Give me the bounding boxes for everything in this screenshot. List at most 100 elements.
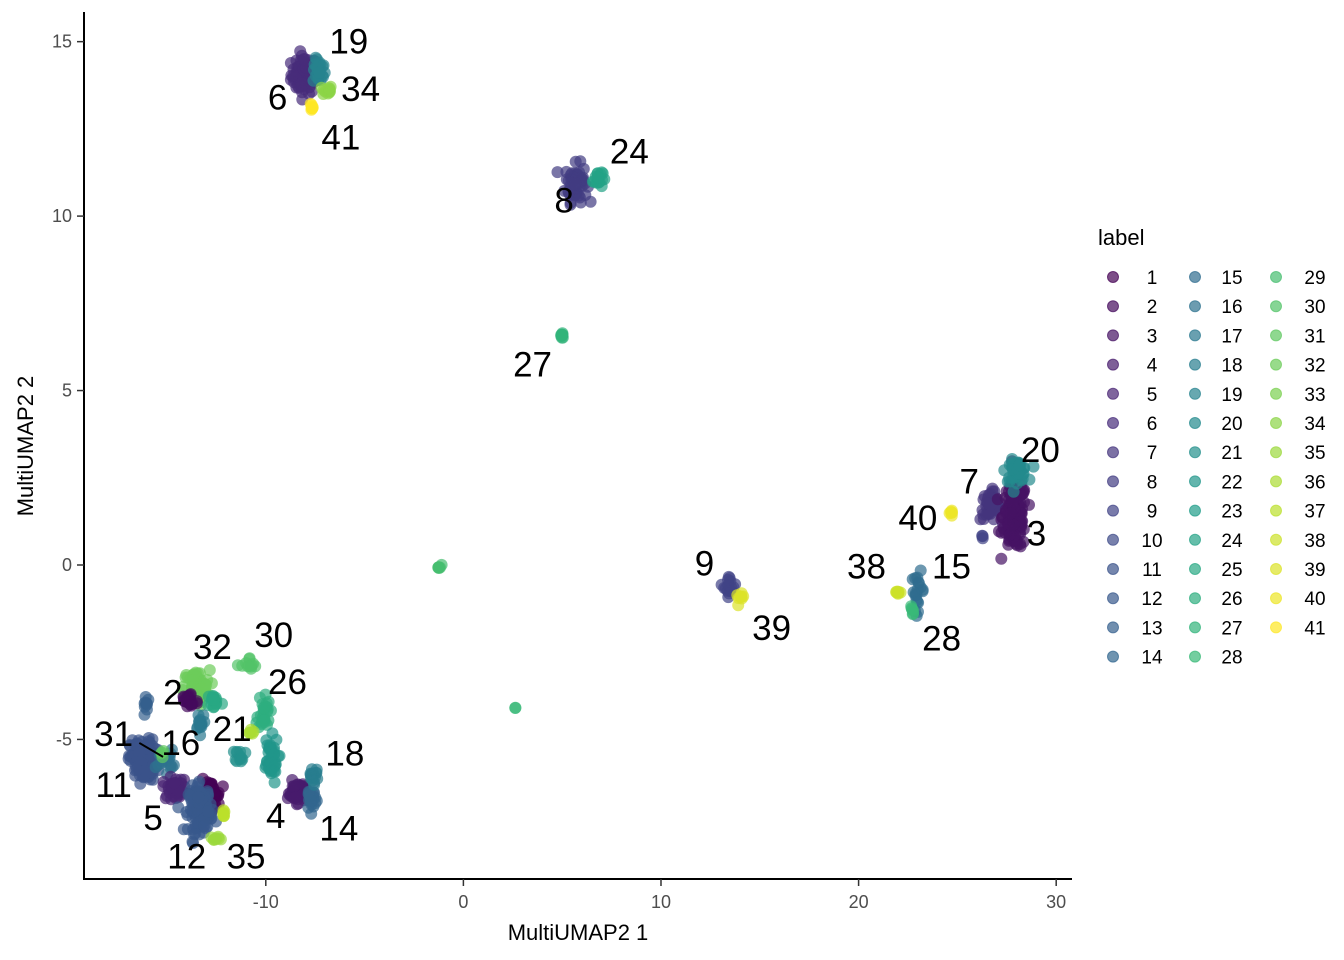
x-tick-label: 30 <box>1046 892 1066 912</box>
point-cluster-12 <box>192 791 205 804</box>
legend-key-40 <box>1270 592 1282 605</box>
cluster-label-40: 40 <box>898 499 937 538</box>
point-cluster-24 <box>591 171 604 184</box>
cluster-label-27: 27 <box>513 345 552 384</box>
point-cluster-8 <box>564 198 577 211</box>
legend-key-31 <box>1270 329 1282 342</box>
legend-key-9 <box>1107 504 1119 517</box>
cluster-label-5: 5 <box>143 799 162 838</box>
point-cluster-2 <box>185 699 198 712</box>
legend-key-20 <box>1189 417 1201 429</box>
point-cluster-3 <box>1023 498 1035 511</box>
legend-label-26: 26 <box>1221 589 1242 610</box>
point-cluster-17 <box>194 713 207 726</box>
legend-key-14 <box>1107 650 1119 663</box>
point-cluster-32 <box>201 674 214 686</box>
legend-label-38: 38 <box>1304 531 1325 552</box>
legend-label-21: 21 <box>1221 443 1242 464</box>
legend-label-40: 40 <box>1304 589 1325 610</box>
point-cluster-12 <box>180 806 193 818</box>
legend-key-8 <box>1107 475 1119 488</box>
cluster-label-31: 31 <box>94 715 133 754</box>
point-cluster-7 <box>984 507 997 520</box>
legend-key-24 <box>1189 533 1201 546</box>
x-tick-label: 0 <box>458 892 468 912</box>
legend-key-17 <box>1189 329 1201 342</box>
point-cluster-25 <box>207 694 220 706</box>
point-cluster-22 <box>268 776 281 789</box>
legend-label-3: 3 <box>1147 326 1158 347</box>
point-cluster-22 <box>270 733 283 746</box>
legend-title: label <box>1098 225 1144 250</box>
point-cluster-26 <box>253 691 266 704</box>
legend-label-5: 5 <box>1147 385 1158 406</box>
point-cluster-3 <box>1006 497 1019 510</box>
legend-label-39: 39 <box>1304 560 1325 581</box>
legend-key-4 <box>1107 358 1119 371</box>
point-cluster-9 <box>976 529 989 542</box>
legend-label-11: 11 <box>1142 560 1162 581</box>
cluster-label-4: 4 <box>266 797 285 836</box>
point-cluster-3 <box>1002 517 1015 530</box>
legend-key-3 <box>1107 329 1119 342</box>
point-cluster-8 <box>551 166 564 179</box>
legend-label-1: 1 <box>1147 268 1158 289</box>
legend-label-15: 15 <box>1221 268 1242 289</box>
cluster-label-32: 32 <box>193 628 232 667</box>
point-cluster-28 <box>907 604 919 617</box>
legend-key-15 <box>1189 271 1201 283</box>
legend-key-41 <box>1270 621 1282 634</box>
point-cluster-9 <box>722 573 734 586</box>
legend-key-27 <box>1189 621 1201 634</box>
legend-label-2: 2 <box>1147 297 1158 318</box>
point-cluster-39 <box>734 590 747 603</box>
x-tick-label: 10 <box>651 892 671 912</box>
point-cluster-26 <box>257 714 270 727</box>
legend-key-2 <box>1107 300 1119 313</box>
point-cluster-22 <box>260 734 273 747</box>
cluster-label-38: 38 <box>847 548 886 587</box>
point-cluster-3 <box>1016 515 1029 528</box>
legend-label-7: 7 <box>1147 443 1158 464</box>
legend-label-32: 32 <box>1304 356 1325 377</box>
cluster-label-28: 28 <box>922 619 961 658</box>
legend-label-4: 4 <box>1147 356 1158 377</box>
x-tick-label: 20 <box>849 892 869 912</box>
label-connector-line <box>138 742 164 758</box>
cluster-label-15: 15 <box>932 548 971 587</box>
legend-label-14: 14 <box>1141 648 1163 669</box>
legend-key-16 <box>1189 300 1201 313</box>
cluster-label-2: 2 <box>163 673 182 712</box>
cluster-label-18: 18 <box>325 734 364 773</box>
point-cluster-8 <box>573 191 586 204</box>
legend: label 1234567891011121314151617181920212… <box>1098 225 1326 669</box>
legend-label-17: 17 <box>1221 326 1242 347</box>
point-cluster-12 <box>187 837 199 849</box>
points-layer <box>122 45 1040 849</box>
point-cluster-8 <box>584 195 597 208</box>
cluster-label-3: 3 <box>1027 515 1046 554</box>
point-cluster-21 <box>236 753 249 766</box>
legend-key-33 <box>1270 387 1282 400</box>
legend-key-36 <box>1270 475 1282 488</box>
legend-key-28 <box>1189 650 1201 663</box>
y-tick-label: 10 <box>52 206 72 226</box>
point-cluster-2 <box>178 691 190 704</box>
legend-key-22 <box>1189 475 1201 488</box>
legend-label-18: 18 <box>1221 356 1242 377</box>
legend-label-13: 13 <box>1141 618 1162 639</box>
point-cluster-26 <box>257 701 270 714</box>
legend-label-41: 41 <box>1304 618 1325 639</box>
legend-label-34: 34 <box>1304 414 1326 435</box>
cluster-label-41: 41 <box>321 119 360 158</box>
legend-label-31: 31 <box>1304 326 1325 347</box>
point-cluster-19 <box>313 66 326 79</box>
point-cluster-8 <box>560 165 573 178</box>
legend-label-23: 23 <box>1221 502 1242 523</box>
point-cluster-30 <box>241 660 254 673</box>
cluster-label-19: 19 <box>329 23 368 62</box>
point-cluster-14 <box>309 797 322 810</box>
legend-key-34 <box>1270 417 1282 429</box>
